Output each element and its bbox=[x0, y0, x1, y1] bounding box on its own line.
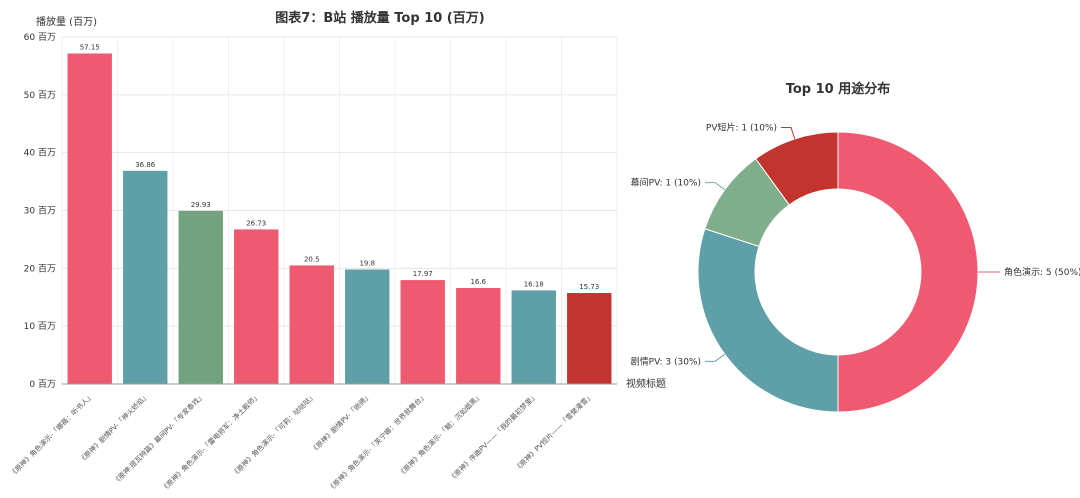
y-tick-label: 0 百万 bbox=[29, 379, 56, 390]
bar bbox=[456, 287, 501, 384]
donut-slice-label: 剧情PV: 3 (30%) bbox=[631, 355, 701, 367]
donut-slice-label: 角色演示: 5 (50%) bbox=[1004, 266, 1080, 278]
bar-value-label: 19.8 bbox=[359, 259, 375, 267]
donut-chart: Top 10 用途分布 角色演示: 5 (50%) 剧情PV: 3 (30%) 幕间… bbox=[631, 81, 1080, 413]
donut-slice bbox=[755, 131, 839, 206]
donut-chart-title: Top 10 用途分布 bbox=[786, 81, 891, 97]
bar-value-label: 17.97 bbox=[413, 270, 433, 278]
bar-chart: 图表7：B站 播放量 Top 10 (百万) 播放量 (百万) 视频标题 0 百… bbox=[8, 10, 666, 493]
x-tick-label: 《原神》序曲PV——「我的最初梦里」 bbox=[447, 391, 539, 483]
bar bbox=[234, 229, 279, 384]
donut-slice bbox=[837, 131, 979, 413]
x-tick-label: 《原神》角色演示-「芙宁娜：世界就舞台」 bbox=[326, 391, 428, 493]
x-tick-label: 《原神》角色演示-「娜薇：听书人」 bbox=[8, 391, 95, 478]
bars bbox=[67, 53, 612, 385]
bar-chart-title: 图表7：B站 播放量 Top 10 (百万) bbox=[275, 10, 484, 26]
x-tick-label: 《原神》剧情PV-「驰骋」 bbox=[309, 391, 373, 455]
y-tick-labels: 0 百万 10 百万 20 百万 30 百万 40 百万 50 百万 60 百万 bbox=[24, 32, 56, 390]
bar-value-label: 15.73 bbox=[579, 283, 599, 291]
bar bbox=[178, 210, 223, 384]
bar bbox=[123, 170, 168, 384]
y-tick-label: 50 百万 bbox=[24, 90, 56, 101]
x-tick-labels: 《原神》角色演示-「娜薇：听书人」《原神》剧情PV-「神火娇焰」《原神·提瓦特篇… bbox=[8, 391, 595, 493]
bar bbox=[67, 53, 112, 385]
donut-slice bbox=[697, 228, 839, 413]
donut-leader-line bbox=[705, 182, 726, 191]
y-tick-label: 60 百万 bbox=[24, 32, 56, 43]
donut-slice-labels: 角色演示: 5 (50%) 剧情PV: 3 (30%) 幕间PV: 1 (10%) P… bbox=[631, 121, 1080, 367]
y-tick-label: 40 百万 bbox=[24, 148, 56, 159]
donut-slices bbox=[697, 131, 979, 413]
donut-slice-label: PV短片: 1 (10%) bbox=[706, 121, 777, 133]
grid-lines bbox=[61, 36, 618, 385]
donut-slice-label: 幕间PV: 1 (10%) bbox=[631, 177, 701, 189]
y-tick-label: 10 百万 bbox=[24, 321, 56, 332]
y-tick-label: 30 百万 bbox=[24, 206, 56, 217]
bar bbox=[511, 290, 556, 384]
bar-value-label: 16.18 bbox=[524, 280, 544, 288]
bar bbox=[289, 265, 334, 384]
bar bbox=[400, 280, 445, 384]
donut-leader-line bbox=[705, 353, 726, 362]
bar-value-label: 36.86 bbox=[135, 161, 156, 169]
bar bbox=[345, 269, 390, 384]
bar-value-label: 26.73 bbox=[246, 219, 266, 227]
x-tick-label: 《原神·提瓦特篇》幕间PV-「专家泰戏」 bbox=[111, 391, 206, 486]
bar-value-label: 29.93 bbox=[191, 201, 211, 209]
bar-value-label: 57.15 bbox=[80, 43, 100, 51]
x-axis-label: 视频标题 bbox=[626, 377, 666, 390]
bar-value-label: 16.6 bbox=[470, 278, 486, 286]
x-tick-label: 《原神》角色演示-「雷电将军：净土殿师」 bbox=[159, 391, 261, 493]
bar-value-labels: 57.15 36.86 29.93 26.73 20.5 19.8 17.97 16.6 16.… bbox=[80, 43, 600, 291]
bar bbox=[567, 293, 612, 384]
y-tick-label: 20 百万 bbox=[24, 263, 56, 274]
bar-value-label: 20.5 bbox=[304, 255, 320, 263]
donut-leader-line bbox=[781, 126, 796, 140]
y-axis-label: 播放量 (百万) bbox=[36, 15, 97, 28]
